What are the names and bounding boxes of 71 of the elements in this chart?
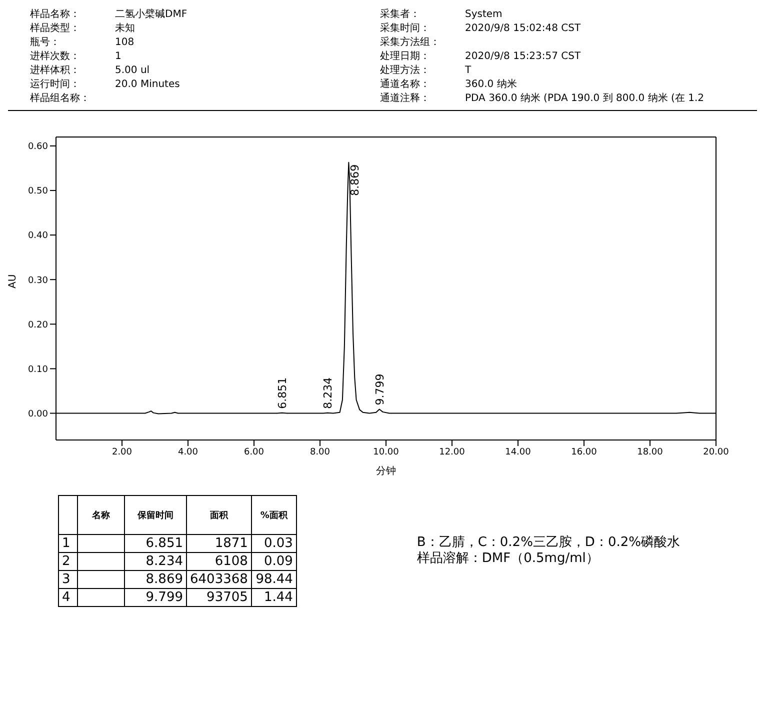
text: 6403368 bbox=[186, 570, 252, 588]
text: 运行时间： bbox=[30, 78, 81, 92]
x-tick-label: 6.00 bbox=[244, 447, 264, 458]
text: 未知 bbox=[115, 22, 136, 36]
text: 处理日期： bbox=[380, 50, 431, 64]
text: 9.799 bbox=[124, 588, 186, 606]
text: 4 bbox=[58, 588, 78, 606]
x-tick-label: 10.00 bbox=[373, 447, 400, 458]
annotation: 9.799 bbox=[373, 374, 386, 406]
text: 360.0 纳米 bbox=[465, 78, 518, 92]
text: System bbox=[465, 8, 504, 22]
text: 0.09 bbox=[251, 552, 296, 570]
text: 108 bbox=[115, 36, 136, 50]
text: 名称 bbox=[78, 496, 124, 534]
text: 样品组名称： bbox=[30, 92, 91, 106]
text: 93705 bbox=[186, 588, 252, 606]
text: 0.03 bbox=[251, 534, 296, 552]
text: 6.851 bbox=[124, 534, 186, 552]
text: 98.44 bbox=[251, 570, 296, 588]
y-tick-label: 0.30 bbox=[28, 276, 48, 286]
text: 瓶号： bbox=[30, 36, 61, 50]
text: 进样体积： bbox=[30, 64, 81, 78]
text: 6108 bbox=[186, 552, 252, 570]
text: 保留时间 bbox=[124, 496, 186, 534]
y-tick-label: 0.10 bbox=[28, 364, 48, 375]
text: 采集时间： bbox=[380, 22, 431, 36]
text: 处理方法： bbox=[380, 64, 431, 78]
x-tick-label: 2.00 bbox=[112, 447, 132, 458]
text: 3 bbox=[58, 570, 78, 588]
y-tick-label: 0.20 bbox=[28, 320, 48, 330]
text: 样品类型： bbox=[30, 22, 81, 36]
x-tick-label: 16.00 bbox=[571, 447, 598, 458]
text: 1.44 bbox=[251, 588, 296, 606]
x-tick-label: 8.00 bbox=[310, 447, 330, 458]
text: 进样次数： bbox=[30, 50, 81, 64]
y-tick-label: 0.00 bbox=[28, 409, 48, 420]
y-tick-label: 0.60 bbox=[28, 142, 48, 152]
y-tick-label: 0.50 bbox=[28, 186, 48, 197]
text: 样品名称： bbox=[30, 8, 81, 22]
text: PDA 360.0 纳米 (PDA 190.0 到 800.0 纳米 (在 1.2 bbox=[465, 92, 705, 106]
text: T bbox=[465, 64, 472, 78]
text: 2 bbox=[58, 552, 78, 570]
annotation: 8.869 bbox=[348, 164, 362, 196]
text: 8.234 bbox=[124, 552, 186, 570]
text: 8.869 bbox=[124, 570, 186, 588]
annotation: 6.851 bbox=[276, 377, 290, 409]
x-tick-label: 14.00 bbox=[505, 447, 532, 458]
annotation: 8.234 bbox=[322, 377, 335, 409]
text: 采集者： bbox=[380, 8, 421, 22]
text: B：乙腈，C：0.2%三乙胺，D：0.2%磷酸水 bbox=[416, 535, 680, 551]
text: 通道名称： bbox=[380, 78, 431, 92]
x-tick-label: 18.00 bbox=[637, 447, 664, 458]
text: 1 bbox=[115, 50, 122, 64]
text: 1 bbox=[58, 534, 78, 552]
text: 2020/9/8 15:23:57 CST bbox=[465, 50, 582, 64]
text: 2020/9/8 15:02:48 CST bbox=[465, 22, 582, 36]
y-axis-title: AU bbox=[8, 274, 19, 288]
x-tick-label: 4.00 bbox=[178, 447, 198, 458]
x-tick-label: 20.00 bbox=[703, 447, 730, 458]
y-tick-label: 0.40 bbox=[28, 231, 48, 242]
text: 二氢小檗碱DMF bbox=[115, 8, 188, 22]
text: 面积 bbox=[186, 496, 252, 534]
x-axis-title: 分钟 bbox=[376, 465, 396, 477]
text: 5.00 ul bbox=[115, 64, 151, 78]
text: 通道注释： bbox=[380, 92, 431, 106]
text: 20.0 Minutes bbox=[115, 78, 181, 92]
x-tick-label: 12.00 bbox=[439, 447, 466, 458]
text: 采集方法组： bbox=[380, 36, 441, 50]
text: 样品溶解：DMF（0.5mg/ml） bbox=[416, 551, 600, 567]
text: %面积 bbox=[251, 496, 296, 534]
text: 1871 bbox=[186, 534, 252, 552]
